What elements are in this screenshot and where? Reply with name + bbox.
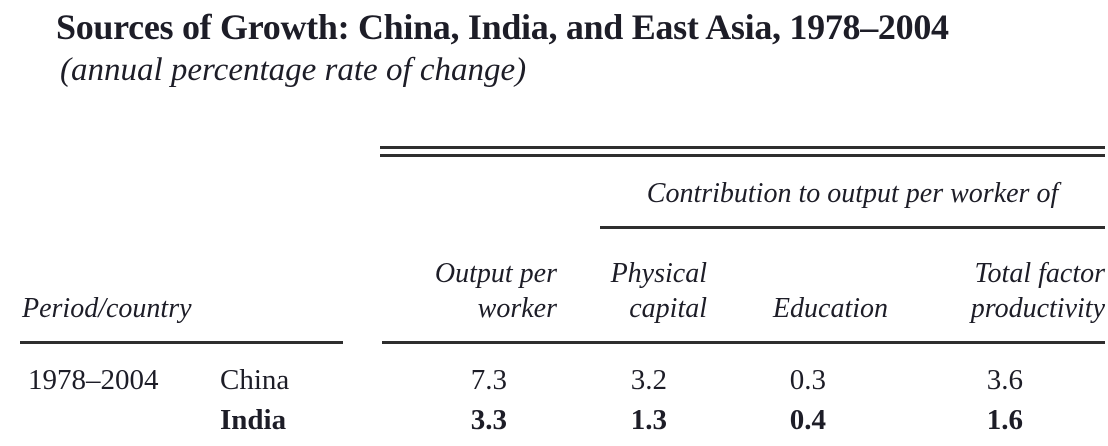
table-header-row: Period/country Output per worker Physica… bbox=[22, 248, 1105, 326]
header-total-factor-productivity: Total factor productivity bbox=[970, 258, 1105, 324]
cell-output-per-worker: 7.3 bbox=[470, 364, 507, 396]
table-top-double-rule bbox=[380, 146, 1105, 157]
header-bottom-rule-left bbox=[20, 341, 343, 344]
cell-total-factor-productivity: 1.6 bbox=[986, 404, 1023, 436]
cell-country: India bbox=[220, 404, 287, 436]
table-subtitle: (annual percentage rate of change) bbox=[60, 52, 527, 88]
table-title: Sources of Growth: China, India, and Eas… bbox=[56, 7, 949, 47]
cell-country: China bbox=[220, 364, 290, 396]
header-bottom-rule-right bbox=[382, 341, 1105, 344]
cell-education: 0.3 bbox=[789, 364, 826, 396]
cell-physical-capital: 3.2 bbox=[630, 364, 667, 396]
header-physical-capital: Physical capital bbox=[610, 258, 707, 324]
header-education: Education bbox=[772, 293, 888, 324]
cell-total-factor-productivity: 3.6 bbox=[986, 364, 1023, 396]
table-row: 1978–2004 China 7.3 3.2 0.3 3.6 bbox=[22, 362, 1105, 398]
header-output-per-worker: Output per worker bbox=[434, 258, 557, 324]
table-row: India 3.3 1.3 0.4 1.6 bbox=[22, 402, 1105, 438]
cell-physical-capital: 1.3 bbox=[630, 404, 667, 436]
column-group-label: Contribution to output per worker of bbox=[646, 178, 1059, 209]
cell-education: 0.4 bbox=[789, 404, 826, 436]
header-period-country: Period/country bbox=[22, 293, 192, 324]
column-group-rule bbox=[600, 226, 1105, 229]
cell-period: 1978–2004 bbox=[28, 364, 159, 396]
cell-period bbox=[22, 402, 215, 438]
cell-output-per-worker: 3.3 bbox=[470, 404, 507, 436]
